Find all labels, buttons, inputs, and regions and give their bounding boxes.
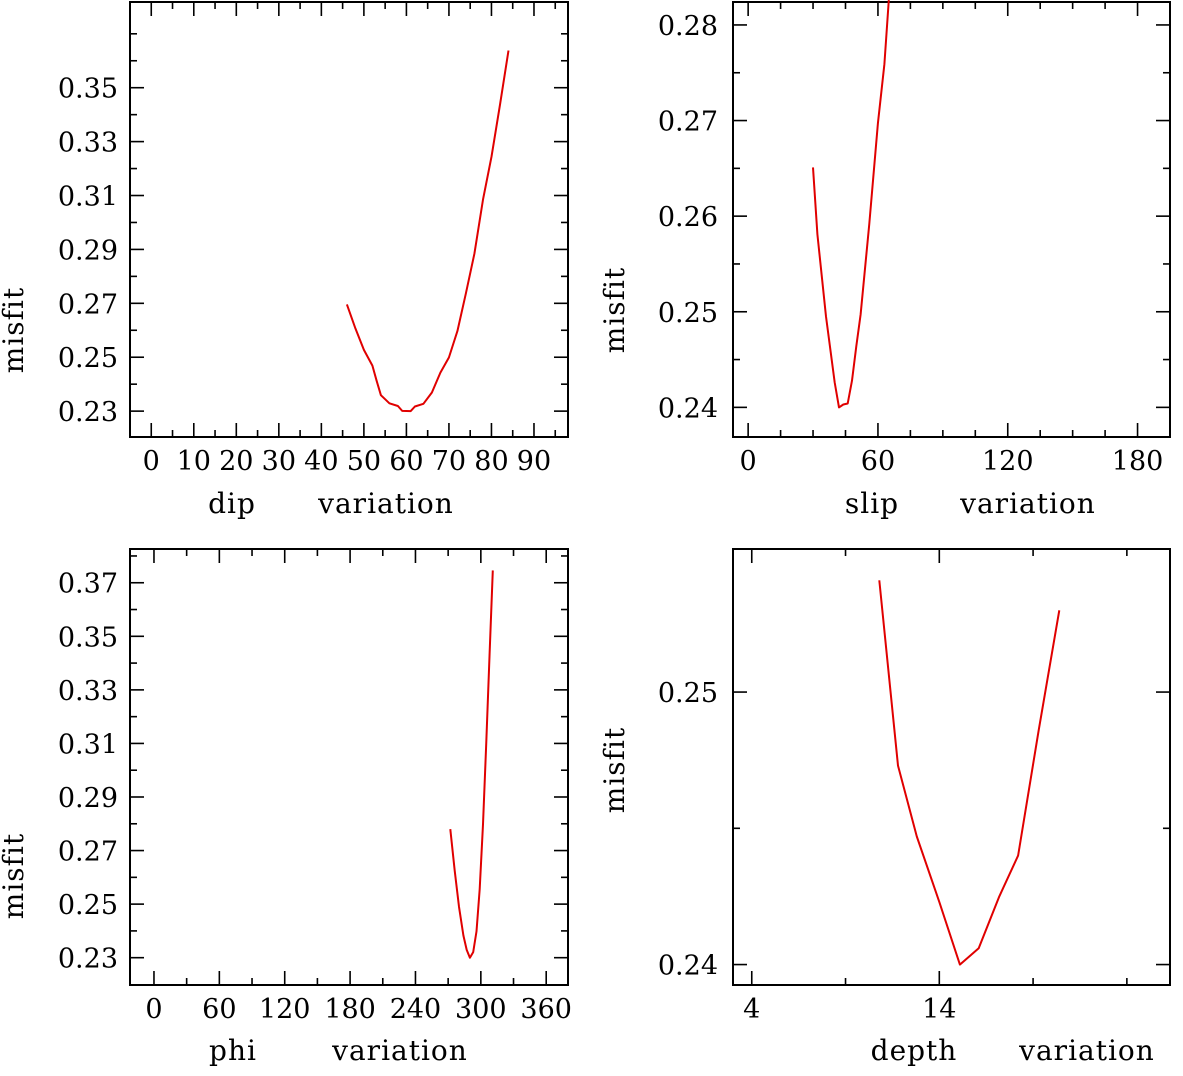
y-tick-label: 0.27 xyxy=(58,289,118,320)
x-axis-label-part2: variation xyxy=(959,487,1096,520)
y-axis-label: misfit xyxy=(0,833,30,919)
x-tick-label: 60 xyxy=(861,446,895,477)
y-tick-label: 0.23 xyxy=(58,944,118,975)
x-tick-label: 0 xyxy=(145,994,162,1025)
x-tick-label: 14 xyxy=(922,994,956,1025)
x-tick-label: 120 xyxy=(982,446,1034,477)
y-axis-label: misfit xyxy=(598,727,631,813)
y-tick-label: 0.24 xyxy=(658,951,718,982)
y-tick-label: 0.37 xyxy=(58,569,118,600)
series-line xyxy=(449,570,494,959)
y-tick-label: 0.25 xyxy=(658,298,718,329)
x-axis-label-part1: phi xyxy=(209,1034,257,1067)
y-tick-label: 0.23 xyxy=(58,397,118,428)
y-tick-label: 0.33 xyxy=(58,676,118,707)
x-axis-label-part2: variation xyxy=(317,487,454,520)
y-tick-label: 0.35 xyxy=(58,622,118,653)
plot-frame xyxy=(129,548,569,986)
x-axis-label-part1: dip xyxy=(208,487,256,520)
panel-depth-variation: 4 14 0.24 0.25 depth variation misfit xyxy=(598,548,1171,1067)
y-tick-label: 0.25 xyxy=(58,343,118,374)
x-tick-label: 120 xyxy=(259,994,311,1025)
y-axis-label: misfit xyxy=(598,267,631,353)
x-tick-label: 50 xyxy=(347,446,381,477)
y-tick-label: 0.25 xyxy=(658,678,718,709)
y-tick-label: 0.31 xyxy=(58,182,118,213)
x-tick-label: 60 xyxy=(202,994,236,1025)
x-tick-label: 80 xyxy=(474,446,508,477)
series-line xyxy=(345,50,510,413)
panel-slip-variation: 0 60 120 180 0.24 0.25 0.26 0.27 0.28 slip variati… xyxy=(598,0,1171,520)
x-tick-label: 0 xyxy=(740,446,757,477)
panel-phi-variation: 0 60 120 180 240 300 360 0.23 0.25 0.27 0.29 0.31 0.… xyxy=(0,548,572,1067)
x-tick-label: 70 xyxy=(432,446,466,477)
x-tick-label: 180 xyxy=(1112,446,1164,477)
x-tick-label: 360 xyxy=(520,994,572,1025)
plot-frame xyxy=(732,1,1171,438)
y-tick-label: 0.27 xyxy=(58,837,118,868)
x-tick-label: 10 xyxy=(177,446,211,477)
y-tick-label: 0.29 xyxy=(58,783,118,814)
x-axis-label-part2: variation xyxy=(331,1034,468,1067)
y-tick-label: 0.26 xyxy=(658,202,718,233)
x-axis-label-part1: depth xyxy=(871,1034,958,1067)
x-tick-label: 20 xyxy=(219,446,253,477)
x-tick-label: 40 xyxy=(304,446,338,477)
x-tick-label: 30 xyxy=(262,446,296,477)
y-tick-label: 0.24 xyxy=(658,393,718,424)
x-tick-label: 240 xyxy=(390,994,442,1025)
y-tick-label: 0.33 xyxy=(58,128,118,159)
panel-dip-variation: 0 10 20 30 40 50 60 70 80 90 0.23 0.25 0.27 0.29 0.31 0… xyxy=(0,1,569,520)
plot-frame xyxy=(732,548,1171,986)
x-tick-label: 4 xyxy=(743,994,760,1025)
x-tick-label: 60 xyxy=(389,446,423,477)
y-axis-label: misfit xyxy=(0,287,30,373)
plot-frame xyxy=(129,1,569,438)
y-tick-label: 0.31 xyxy=(58,729,118,760)
x-tick-label: 90 xyxy=(517,446,551,477)
y-tick-label: 0.29 xyxy=(58,235,118,266)
x-axis-label-part2: variation xyxy=(1018,1034,1155,1067)
x-tick-label: 0 xyxy=(143,446,160,477)
x-tick-label: 300 xyxy=(455,994,507,1025)
x-axis-label-part1: slip xyxy=(845,487,899,520)
y-tick-label: 0.27 xyxy=(658,107,718,138)
series-line xyxy=(878,580,1061,966)
series-line xyxy=(812,0,890,409)
y-tick-label: 0.25 xyxy=(58,890,118,921)
y-tick-label: 0.28 xyxy=(658,11,718,42)
y-tick-label: 0.35 xyxy=(58,74,118,105)
x-tick-label: 180 xyxy=(324,994,376,1025)
